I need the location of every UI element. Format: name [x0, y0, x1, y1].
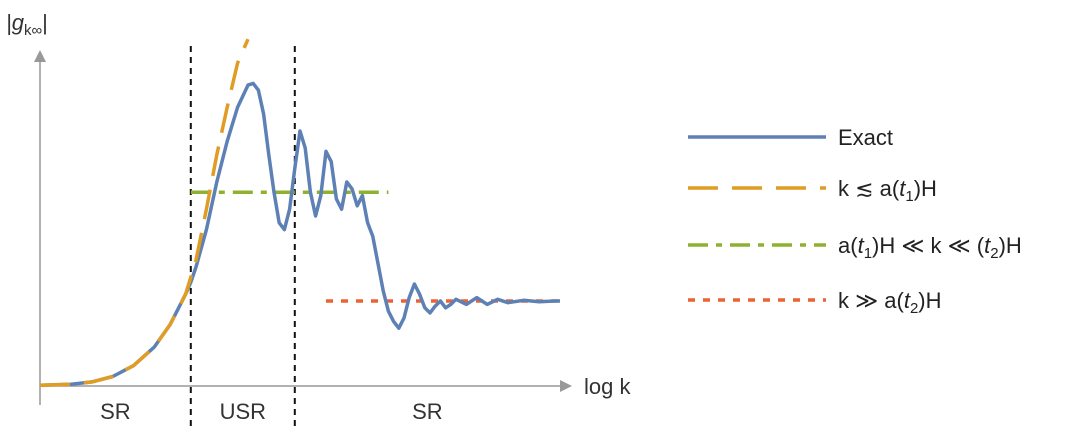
y-axis-label-sub: k∞	[24, 22, 43, 39]
y-axis-label-main: |g	[6, 10, 25, 35]
legend-label-1: Exact	[838, 125, 893, 150]
x-axis-label: log k	[584, 374, 631, 399]
region-divider-lines	[189, 46, 296, 428]
series-line-1	[39, 81, 560, 388]
series-layer	[39, 38, 560, 388]
legend-label-4: k ≫ a(t2)H	[838, 288, 942, 317]
region-label-1: SR	[100, 399, 131, 424]
legend-label-2: k ≲ a(t1)H	[838, 176, 937, 205]
y-axis-label: |gk∞|	[6, 10, 48, 39]
series-line-2	[39, 38, 250, 388]
region-label-2: USR	[220, 399, 266, 424]
region-labels: SR USR SR	[100, 399, 443, 424]
legend: Exact k ≲ a(t1)H a(t1)H ≪ k ≪ (t2)H k ≫ a(t…	[688, 125, 1022, 317]
legend-label-3: a(t1)H ≪ k ≪ (t2)H	[838, 233, 1022, 262]
region-label-3: SR	[412, 399, 443, 424]
y-axis-label-close: |	[42, 10, 48, 35]
